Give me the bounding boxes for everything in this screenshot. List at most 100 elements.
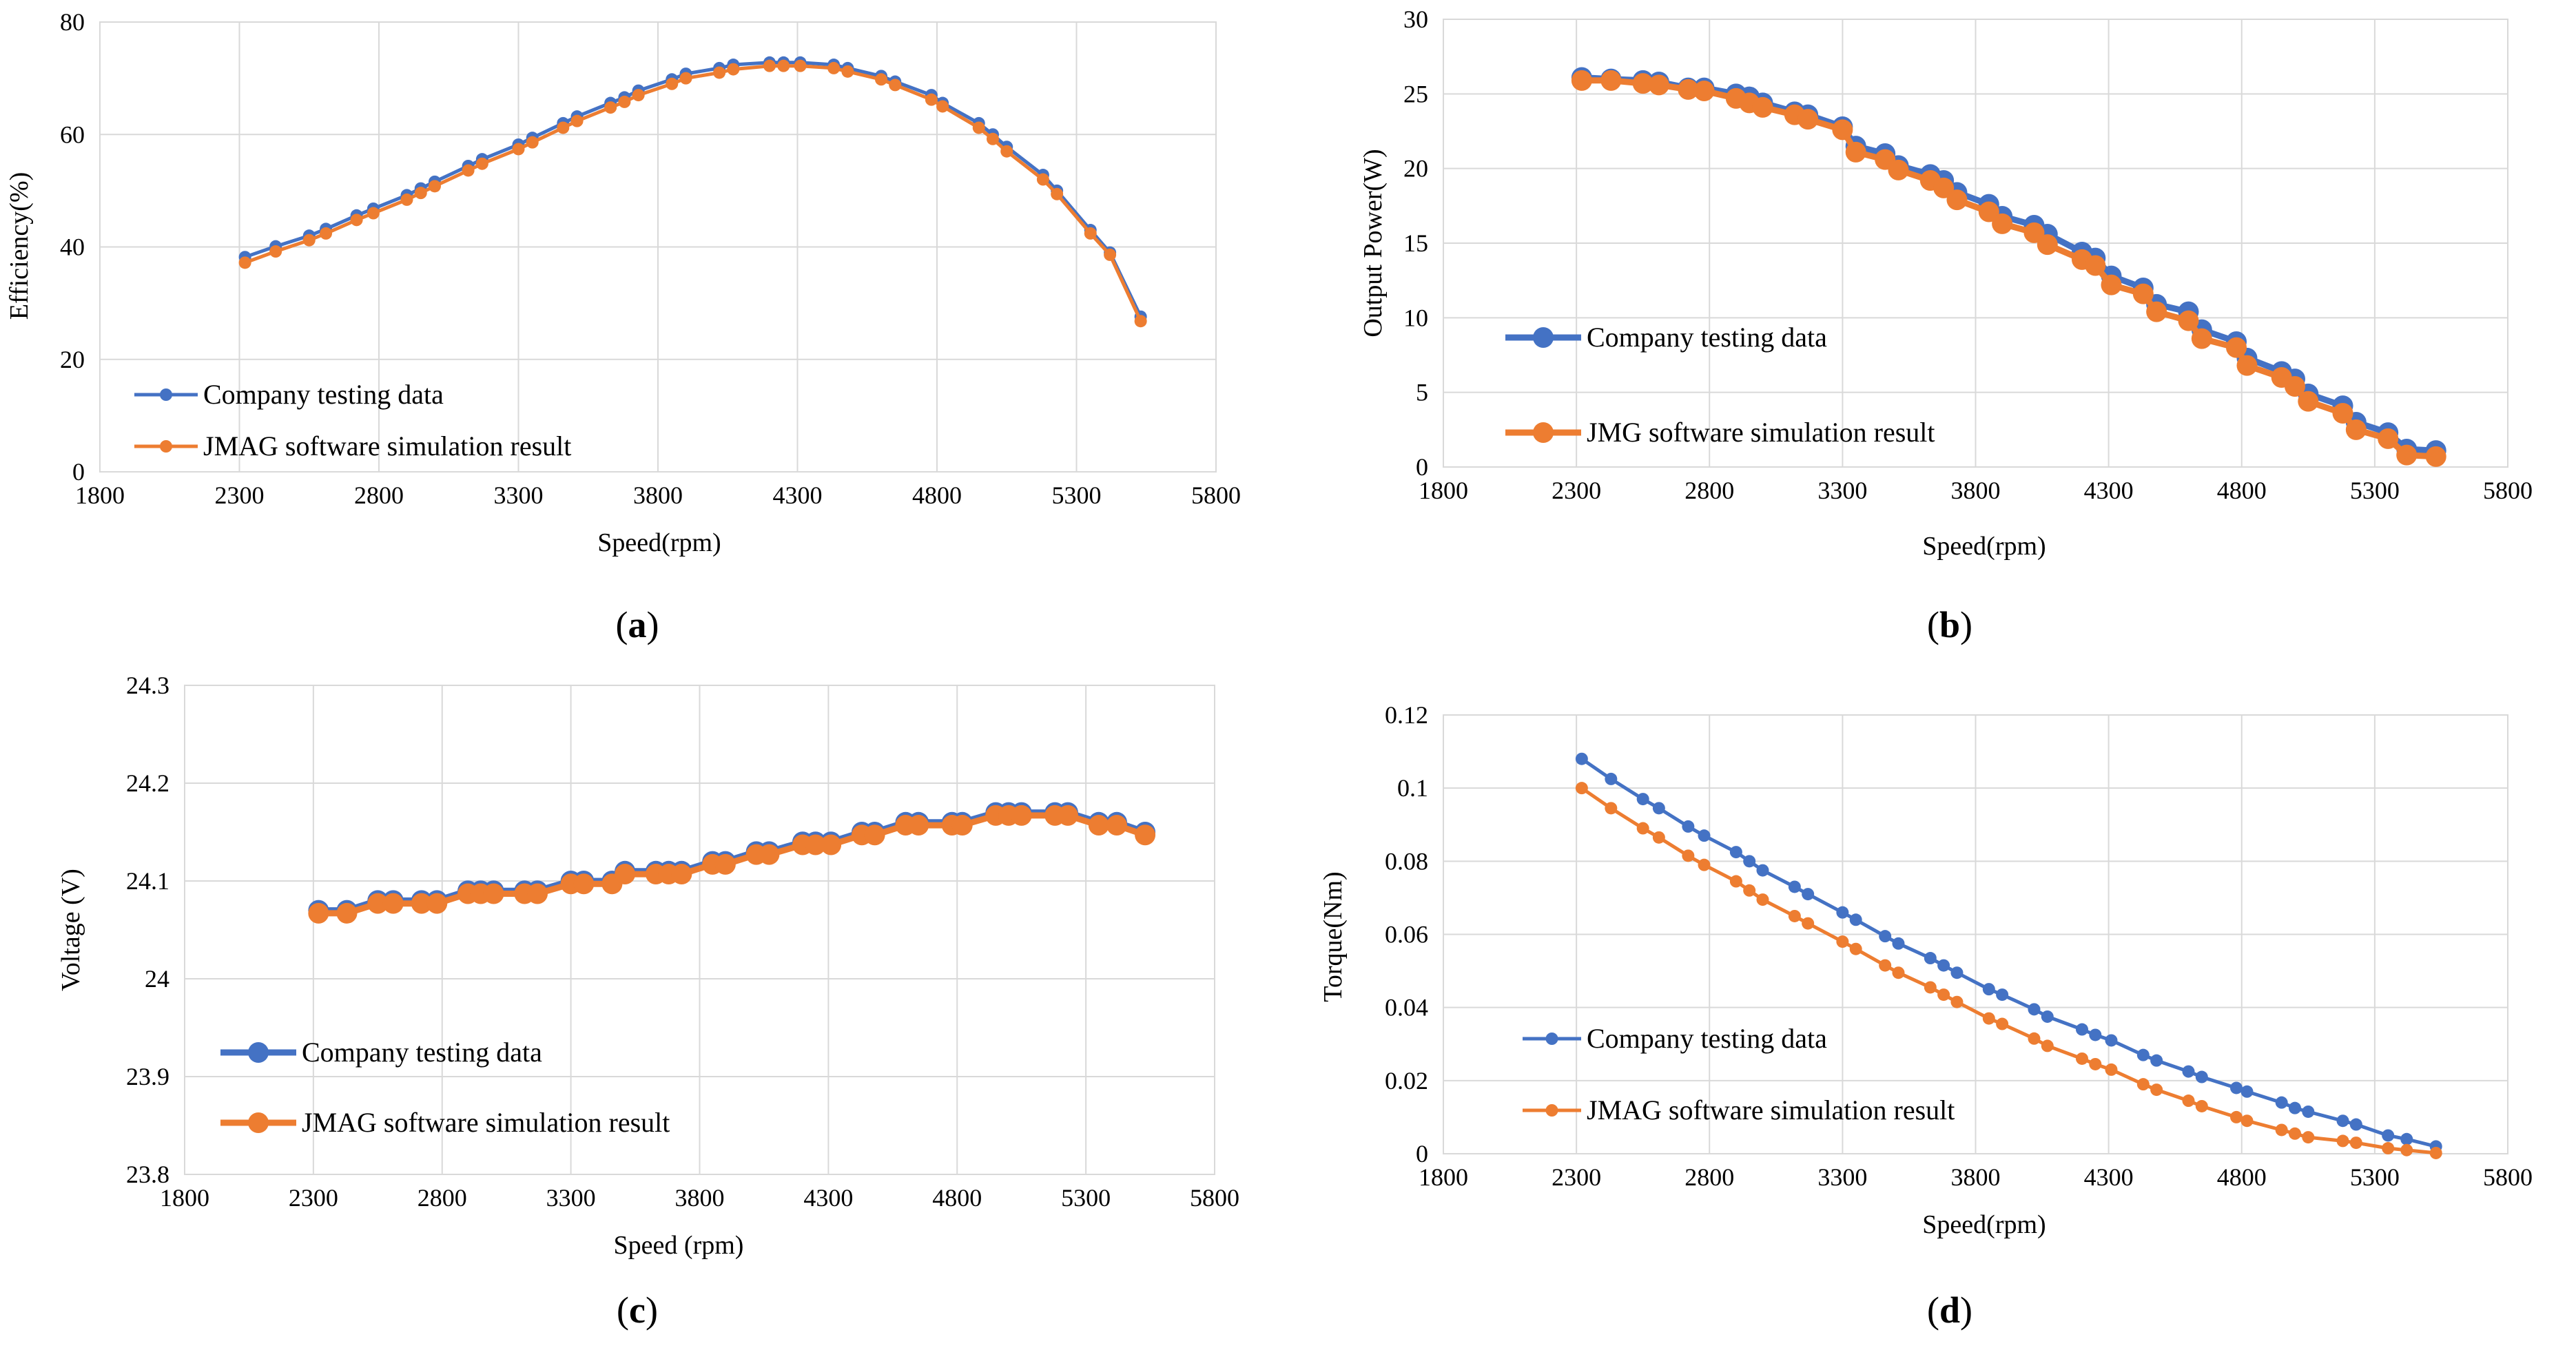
x-tick-label: 3300: [1817, 1163, 1867, 1191]
data-point: [1135, 824, 1156, 846]
x-tick-label: 1800: [75, 481, 125, 509]
data-point: [908, 815, 929, 836]
data-point: [1982, 983, 1995, 996]
data-point: [925, 93, 938, 106]
data-point: [1832, 119, 1853, 141]
x-tick-label: 4800: [912, 481, 962, 509]
series-simulation: [308, 805, 1156, 924]
data-point: [414, 187, 427, 200]
data-point: [1600, 70, 1622, 91]
data-point: [483, 883, 504, 904]
legend-marker: [248, 1112, 269, 1133]
x-tick-label: 5800: [2483, 1163, 2533, 1191]
data-point: [827, 61, 841, 74]
y-tick-label: 0: [72, 458, 85, 486]
legend-item: JMAG software simulation result: [1523, 1095, 1955, 1125]
legend-marker: [1545, 1104, 1558, 1117]
data-point: [987, 132, 999, 145]
data-point: [2400, 1132, 2413, 1145]
data-point: [2382, 1129, 2395, 1142]
y-axis-title: Output Power(W): [1359, 149, 1388, 337]
y-tick-label: 0.08: [1385, 847, 1428, 875]
data-point: [1636, 822, 1649, 835]
legend-item: Company testing data: [1505, 322, 1827, 353]
legend-item: JMG software simulation result: [1505, 417, 1935, 448]
data-point: [308, 902, 329, 924]
data-point: [302, 234, 316, 247]
data-point: [1106, 815, 1127, 836]
chart-d: 1800 2300 2800 3300 3800 4300 4800 5300 5800 0 0.0…: [1319, 701, 2533, 1331]
data-point: [2336, 1114, 2349, 1128]
data-point: [320, 227, 333, 240]
data-point: [1057, 805, 1078, 826]
data-point: [1845, 141, 1866, 163]
y-tick-label: 24: [145, 965, 169, 993]
figure-caption: (a): [616, 604, 659, 645]
data-point: [2289, 1127, 2301, 1140]
data-point: [1743, 884, 1756, 897]
legend-label: JMAG software simulation result: [203, 430, 571, 461]
y-tick-label: 23.9: [126, 1063, 169, 1090]
data-point: [557, 121, 570, 134]
data-point: [2396, 444, 2418, 466]
data-point: [1698, 829, 1711, 842]
data-point: [1698, 858, 1711, 871]
data-point: [1950, 966, 1964, 979]
data-point: [1729, 875, 1742, 888]
x-tick-label: 4300: [2084, 477, 2134, 504]
data-point: [2240, 1085, 2254, 1098]
data-point: [2150, 1083, 2163, 1097]
data-point: [1682, 820, 1695, 833]
legend-marker: [1533, 327, 1554, 348]
data-point: [2400, 1143, 2413, 1156]
x-tick-label: 5300: [1061, 1184, 1111, 1212]
data-point: [2136, 1078, 2150, 1091]
data-point: [1605, 802, 1618, 815]
x-tick-label: 4300: [2084, 1163, 2134, 1191]
x-tick-label: 3800: [633, 481, 683, 509]
series-simulation: [1575, 782, 2442, 1159]
data-point: [1051, 187, 1064, 200]
data-point: [714, 853, 736, 875]
data-point: [604, 101, 617, 114]
legend-label: JMAG software simulation result: [302, 1107, 670, 1138]
data-point: [462, 164, 475, 177]
data-point: [2378, 428, 2399, 449]
data-point: [2101, 274, 2122, 295]
data-point: [666, 77, 679, 90]
caption-paren: ): [1960, 1289, 1972, 1331]
caption-paren: (: [616, 604, 628, 645]
data-point: [1888, 159, 1909, 180]
data-point: [367, 207, 380, 220]
data-point: [1849, 942, 1862, 955]
data-point: [1937, 959, 1950, 972]
data-point: [2195, 1099, 2208, 1112]
data-point: [1693, 81, 1715, 101]
data-point: [1648, 74, 1669, 96]
data-point: [1729, 846, 1742, 859]
y-tick-label: 20: [1403, 155, 1428, 183]
y-axis-title: Voltage (V): [56, 869, 85, 991]
data-point: [512, 143, 525, 156]
data-point: [2105, 1063, 2118, 1076]
x-tick-label: 2300: [1552, 477, 1601, 504]
data-point: [1682, 849, 1695, 862]
data-point: [2382, 1142, 2395, 1155]
data-point: [1978, 201, 1999, 222]
data-point: [1756, 893, 1769, 906]
data-point: [526, 136, 539, 149]
data-point: [1924, 952, 1937, 965]
caption-paren: (: [617, 1289, 629, 1331]
data-point: [1937, 988, 1950, 1002]
data-point: [821, 834, 842, 855]
data-point: [1632, 73, 1653, 94]
x-tick-label: 5800: [2483, 477, 2533, 504]
data-point: [2089, 1057, 2102, 1070]
legend-item: JMAG software simulation result: [220, 1107, 670, 1138]
data-point: [777, 59, 790, 72]
data-point: [2275, 1096, 2288, 1109]
caption-letter: b: [1939, 604, 1960, 645]
data-point: [1992, 213, 2013, 234]
caption-paren: (: [1927, 604, 1939, 645]
